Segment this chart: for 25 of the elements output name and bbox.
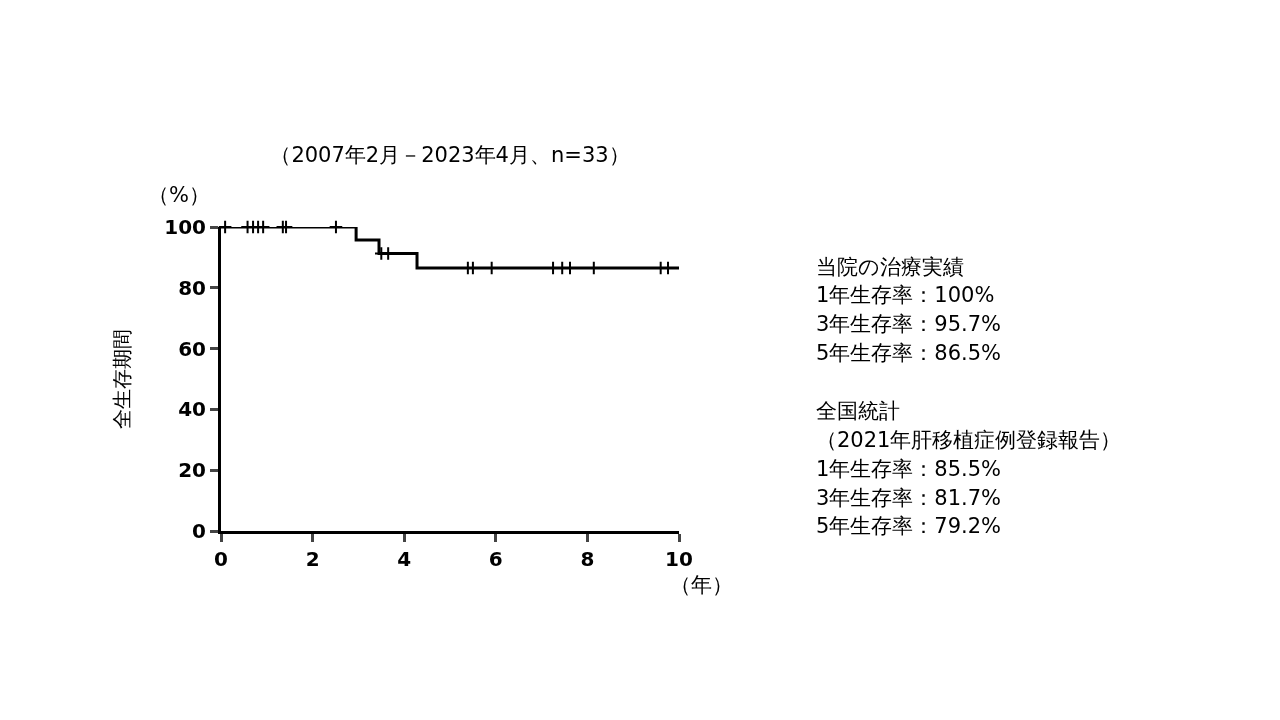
x-tick-label: 6 [488,547,503,571]
text: 全国統計 [816,399,900,423]
text: （2021年肝移植症例登録報告） [816,428,1122,452]
text: 1年生存率：85.5% [816,457,1002,481]
y-tick-label: 60 [178,336,206,361]
y-tick-label: 100 [164,215,206,239]
x-tick-label: 0 [214,547,228,571]
y-tick-label: 20 [178,458,206,483]
text: （%） [148,183,210,207]
x-tick-label: 8 [580,547,595,571]
y-tick-label: 80 [178,275,206,300]
chart-title: （2007年2月－2023年4月、n=33） [270,143,630,168]
text: 3年生存率：81.7% [816,486,1002,510]
text: 5年生存率：86.5% [816,341,1002,365]
text: 5年生存率：79.2% [816,514,1002,538]
x-tick-label: 10 [665,547,693,571]
x-tick-label: 2 [305,547,320,571]
text: 1年生存率：100% [816,283,995,307]
text: （年） [670,573,733,597]
y-tick-label: 0 [192,519,206,543]
y-axis-title: 全生存期間 [109,329,134,429]
text: 当院の治療実績 [816,255,964,279]
text: 3年生存率：95.7% [816,312,1002,336]
y-tick-label: 40 [178,397,206,422]
x-tick-label: 4 [397,547,412,571]
